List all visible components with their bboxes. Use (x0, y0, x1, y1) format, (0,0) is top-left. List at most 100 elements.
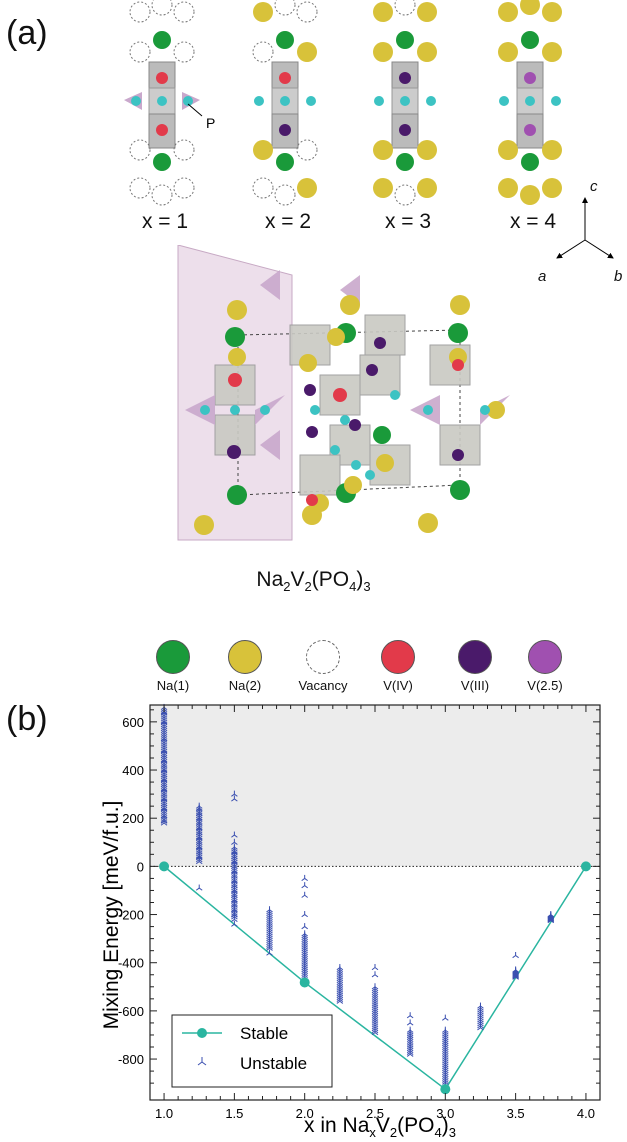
unstable-point (231, 853, 238, 860)
unstable-point (371, 964, 379, 971)
axis-label-a: a (538, 268, 547, 285)
mixing-energy-chart: 1.0 1.5 2.0 2.5 3.0 3.5 4.0 600 400 200 0 -200 -400 -… (100, 703, 601, 1140)
y-tick-label: 600 (122, 715, 144, 730)
unstable-point (301, 911, 308, 918)
y-axis-label: Mixing Energy [meV/f.u.] (100, 801, 123, 1030)
unstable-point (442, 1026, 449, 1033)
unstable-point (266, 949, 273, 956)
unstable-point (195, 824, 203, 831)
y-tick-label: -400 (118, 956, 144, 971)
unstable-point (477, 1002, 484, 1009)
unstable-point (231, 886, 238, 894)
unstable-point (195, 809, 203, 816)
unstable-point (195, 819, 203, 826)
unstable-point (195, 843, 203, 850)
unstable-point (406, 1012, 414, 1019)
unstable-point (195, 848, 203, 855)
unstable-point (231, 867, 238, 874)
unstable-point (160, 817, 168, 824)
unstable-point (231, 848, 238, 855)
unstable-point (160, 800, 168, 807)
unstable-point (160, 776, 168, 783)
unstable-point (160, 735, 168, 742)
legend-v3: V(III) (430, 640, 520, 693)
unstable-point (231, 882, 238, 889)
config-label-x2: x = 2 (264, 210, 312, 233)
unstable-point (195, 833, 203, 841)
unstable-point (231, 831, 238, 838)
unstable-point (231, 838, 238, 845)
unstable-point (231, 872, 238, 879)
legend-na1: Na(1) (128, 640, 218, 693)
y-tick-label: 400 (122, 763, 144, 778)
unstable-point (231, 896, 238, 903)
config-label-x3: x = 3 (384, 210, 432, 233)
unstable-point (160, 756, 168, 763)
unstable-point (195, 838, 203, 845)
unstable-point (160, 795, 168, 802)
x-tick-label: 3.5 (507, 1106, 525, 1121)
unstable-point (231, 858, 238, 865)
x-tick-label: 2.0 (296, 1106, 314, 1121)
unstable-point (231, 795, 238, 802)
config-x1: P (124, 0, 215, 206)
unstable-point (160, 718, 168, 725)
unstable-point (195, 884, 203, 891)
x-tick-label: 1.0 (155, 1106, 173, 1121)
legend-stable-label: Stable (240, 1024, 288, 1043)
unstable-point (231, 915, 238, 922)
axis-label-b: b (614, 268, 623, 285)
unstable-point (301, 874, 308, 882)
unstable-point (301, 930, 308, 937)
legend-unstable-label: Unstable (240, 1054, 307, 1073)
legend-v25: V(2.5) (500, 640, 590, 693)
config-x4 (498, 0, 562, 205)
y-tick-label: -200 (118, 908, 144, 923)
unit-cell-structure (177, 245, 510, 541)
stable-point (159, 861, 170, 872)
unstable-point (512, 966, 519, 973)
unstable-point (195, 814, 203, 821)
stable-point (299, 977, 310, 988)
unstable-point (160, 761, 168, 768)
unstable-point (406, 1019, 414, 1026)
unstable-point (371, 983, 379, 990)
panel-a-label: (a) (6, 14, 48, 52)
unstable-point (512, 951, 519, 959)
stable-point (440, 1084, 451, 1095)
x-tick-label: 1.5 (225, 1106, 243, 1121)
unstable-point (160, 747, 168, 754)
unstable-point (231, 901, 238, 908)
unstable-point (371, 971, 379, 978)
structure-formula: Na2V2(PO4)3 (256, 568, 371, 595)
p-label: P (206, 115, 215, 131)
legend-na2: Na(2) (200, 640, 290, 693)
config-x2 (252, 0, 318, 206)
unstable-point (547, 911, 555, 918)
unstable-point (160, 771, 168, 778)
y-tick-label: -600 (118, 1004, 144, 1019)
legend-unstable-marker (197, 1057, 207, 1066)
unstable-point (266, 906, 273, 913)
positive-shaded-region (150, 705, 600, 867)
legend-v4: V(IV) (353, 640, 443, 693)
x-tick-label: 3.0 (436, 1106, 454, 1121)
x-axis-label: x in NaxV2(PO4)3 (304, 1114, 456, 1140)
x-tick-label: 4.0 (577, 1106, 595, 1121)
unstable-point (160, 812, 168, 819)
unstable-point (301, 891, 308, 898)
unstable-point (160, 785, 168, 792)
panel-b-label: (b) (6, 700, 48, 738)
axes-triad-icon (556, 197, 614, 259)
unstable-point (195, 853, 203, 860)
config-label-x1: x = 1 (141, 210, 189, 233)
unstable-point (231, 906, 238, 913)
y-tick-label: 200 (122, 811, 144, 826)
unstable-point (160, 766, 168, 773)
unstable-point (336, 964, 344, 971)
unstable-point (195, 829, 203, 836)
unstable-point (231, 862, 238, 869)
unstable-point (160, 780, 168, 788)
unstable-point (195, 805, 203, 812)
x-tick-label: 2.5 (366, 1106, 384, 1121)
